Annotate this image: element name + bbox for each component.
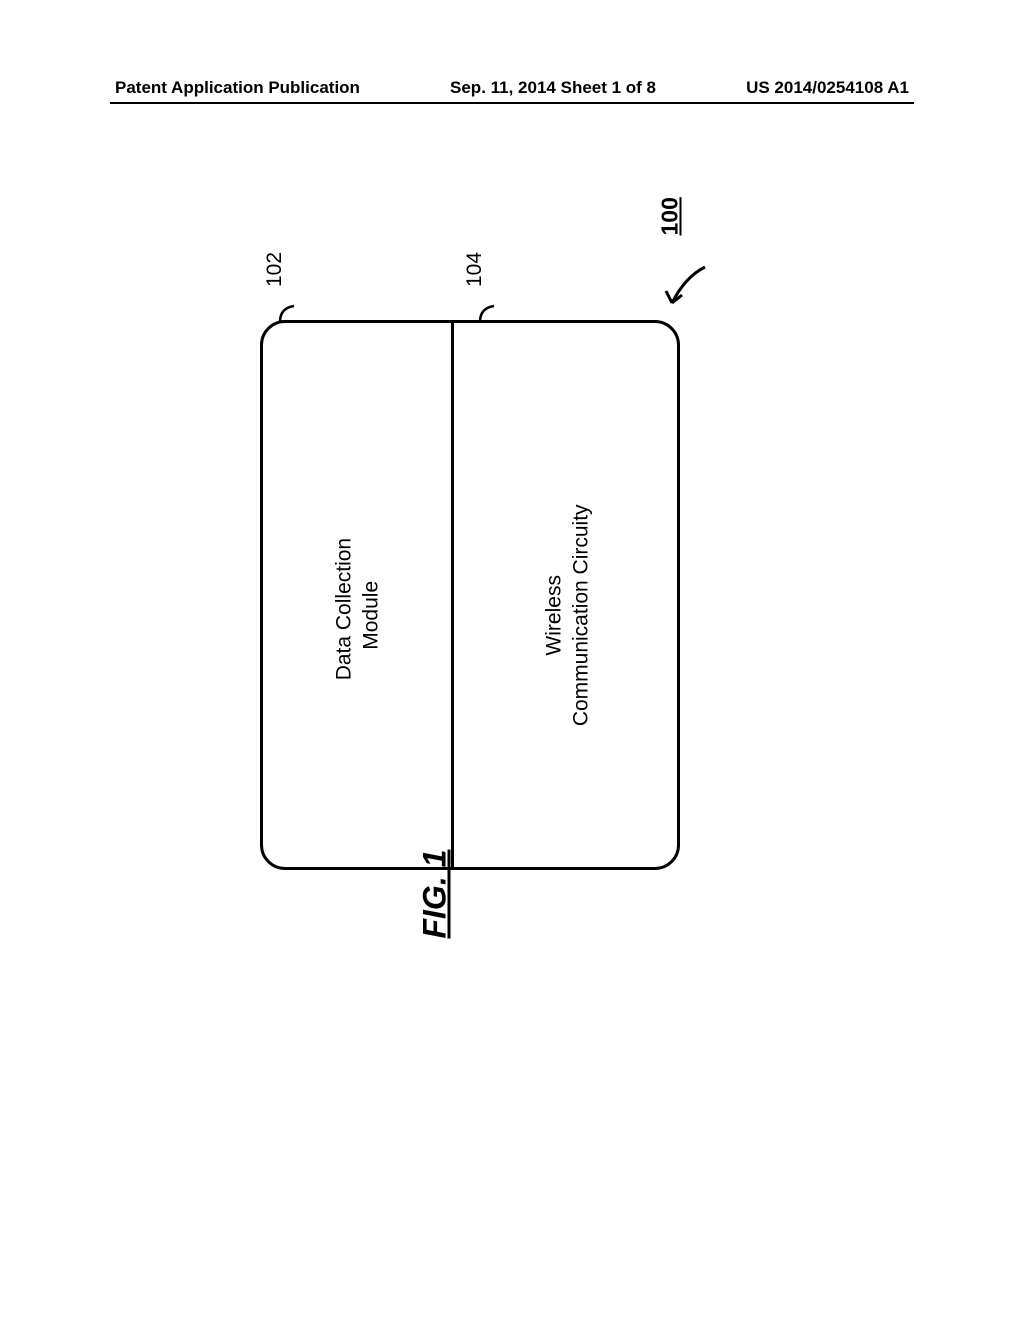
block-102-line2: Module [360, 581, 383, 650]
header-divider-line [110, 102, 914, 104]
figure-caption: FIG. 1 [417, 850, 454, 939]
block-label-104: Wireless Communication Circuity [541, 500, 596, 730]
block-label-102: Data Collection Module [331, 550, 386, 680]
ref-arrow-100 [660, 265, 710, 310]
figure-container: 102 104 100 Data Collection Module Wirel… [260, 320, 680, 870]
header-right-text: US 2014/0254108 A1 [746, 78, 909, 98]
header-left-text: Patent Application Publication [115, 78, 360, 98]
ref-label-102: 102 [263, 252, 287, 287]
block-divider [451, 323, 454, 867]
block-104-line2: Communication Circuity [570, 504, 593, 726]
block-102-line1: Data Collection [333, 538, 356, 680]
device-box: Data Collection Module Wireless Communic… [260, 320, 680, 870]
page-header: Patent Application Publication Sep. 11, … [0, 78, 1024, 98]
header-center-text: Sep. 11, 2014 Sheet 1 of 8 [450, 78, 656, 98]
ref-label-100: 100 [657, 197, 684, 235]
ref-label-104: 104 [463, 252, 487, 287]
block-104-line1: Wireless [543, 575, 566, 656]
